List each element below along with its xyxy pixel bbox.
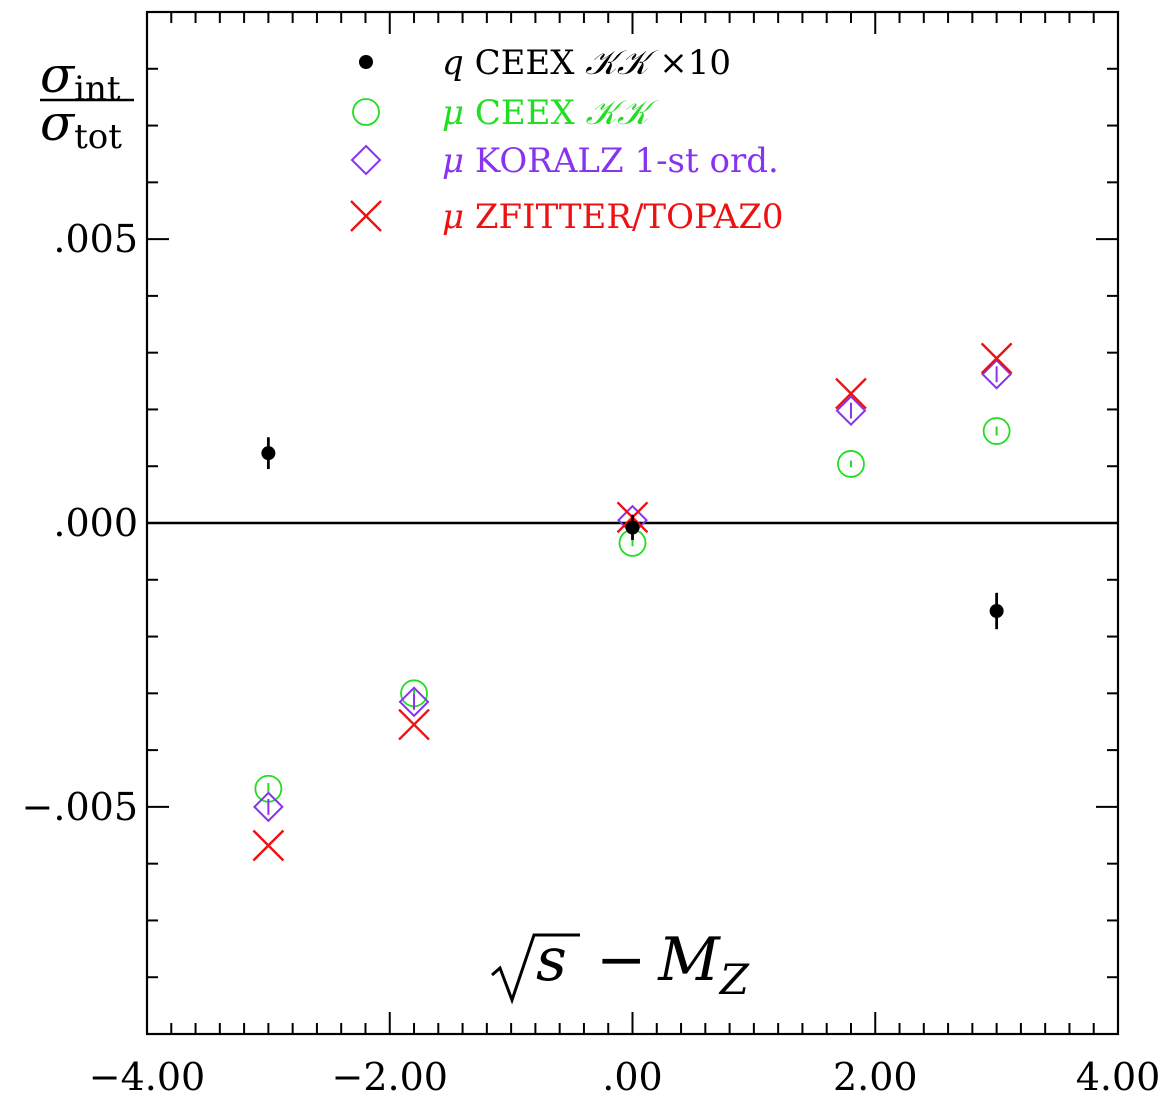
x-title-minus: − [596,925,646,995]
circle-marker [982,417,1011,445]
legend-label-prefix: μ [442,197,464,237]
legend-label-text: CEEX [464,93,585,133]
y-title-denominator-sub: tot [74,117,122,157]
legend-label-prefix: μ [442,141,464,181]
x-tick-label: −4.00 [89,1055,205,1095]
legend-label: μ ZFITTER/TOPAZ0 [442,197,784,237]
y-tick-label: −.005 [22,785,138,829]
y-tick-label: .000 [53,501,138,545]
tick-marks [147,12,1118,1034]
svg-text:−MZ: − MZ [596,925,750,1004]
legend-label-prefix: μ [442,93,464,133]
legend-label: μ CEEX 𝒦𝒦 [442,93,659,133]
legend-entry: μ ZFITTER/TOPAZ0 [350,197,784,237]
cross-marker [980,342,1013,375]
svg-text:s: s [536,925,567,995]
diamond-marker [252,791,284,823]
legend: q CEEX 𝒦𝒦 ×10μ CEEX 𝒦𝒦μ KORALZ 1-st ord.… [350,43,784,237]
circle-marker [837,450,865,478]
x-title-radical [491,933,580,1005]
series-dot [261,437,1004,630]
cross-marker [252,829,285,862]
legend-entry: μ CEEX 𝒦𝒦 [352,93,659,133]
x-tick-label: 4.00 [1076,1055,1161,1095]
legend-label-text: CEEX [464,43,585,83]
legend-label-suffix: ×10 [648,43,731,83]
data-marks [252,342,1013,862]
svg-text:σtot: σtot [40,94,122,157]
diamond-marker [398,686,430,718]
series-circle [254,417,1011,803]
legend-entry: q CEEX 𝒦𝒦 ×10 [359,43,731,83]
x-tick-label: −2.00 [332,1055,448,1095]
y-title-numerator-sub: int [74,69,121,109]
x-title-s: s [536,925,567,995]
dot-marker [989,604,1004,619]
series-cross [252,342,1013,862]
x-title-sub: Z [718,955,750,1004]
dot-marker [261,446,276,461]
legend-label-text: ZFITTER/TOPAZ0 [464,197,783,237]
legend-label-kk: 𝒦𝒦 [585,43,659,83]
legend-entry: μ KORALZ 1-st ord. [350,141,779,181]
y-title-numerator-sigma: σ [40,46,76,104]
cross-marker [835,377,867,410]
diamond-marker [350,144,382,176]
y-title-denominator-sigma: σ [40,94,76,152]
legend-label: q CEEX 𝒦𝒦 ×10 [442,43,731,83]
svg-text:σint: σint [40,46,121,109]
dot-marker [359,55,373,69]
cross-marker [350,200,382,232]
x-tick-label: 2.00 [833,1055,918,1095]
x-tick-label: .00 [602,1055,662,1095]
legend-label-kk: 𝒦𝒦 [586,93,660,133]
legend-label: μ KORALZ 1-st ord. [442,141,779,181]
diamond-marker [835,395,867,426]
dot-marker [625,520,640,535]
diamond-marker [981,358,1013,390]
legend-label-text: KORALZ 1-st ord. [464,141,779,181]
x-title-M: M [657,925,721,995]
cross-marker [398,708,430,741]
x-axis-title: s − MZ [491,925,750,1005]
legend-label-prefix: q [442,43,464,83]
tick-labels: −4.00 −2.00 .00 2.00 4.00 .005 .000 −.005 [22,217,1161,1095]
y-tick-label: .005 [53,217,138,261]
series-diamond [252,358,1013,823]
circle-marker [352,98,380,126]
y-axis-title: σint σtot [40,46,134,157]
